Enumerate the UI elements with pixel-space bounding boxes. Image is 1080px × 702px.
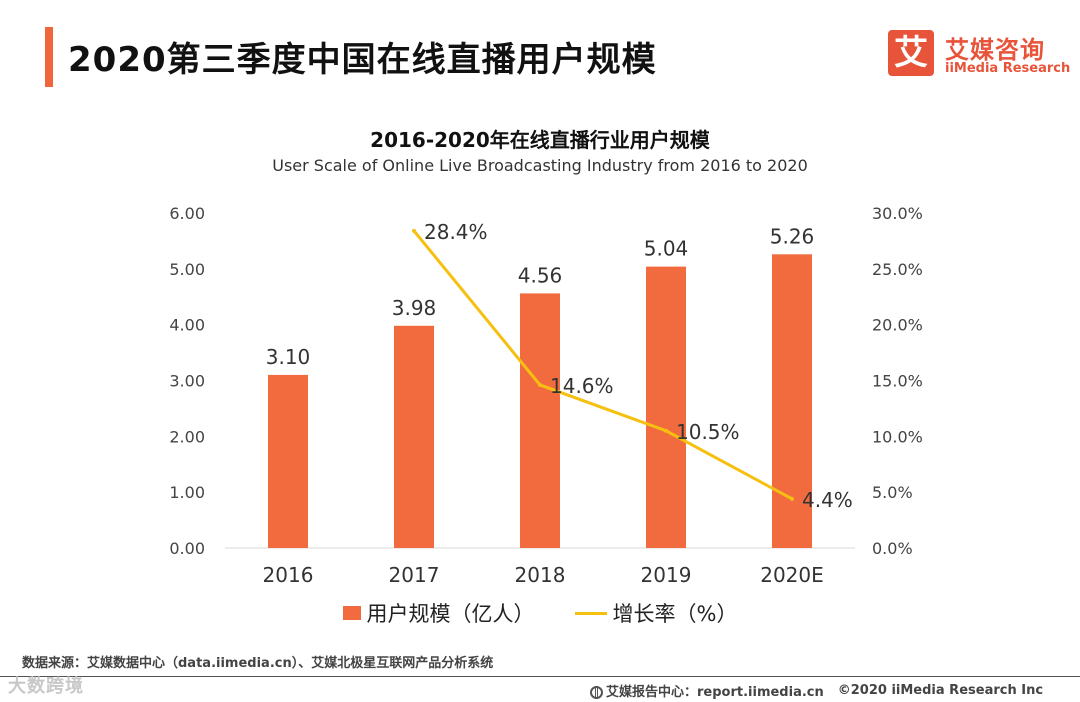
brand-logo-block: 艾 艾媒咨询 iiMedia Research — [888, 30, 1071, 80]
chart-title: 2016-2020年在线直播行业用户规模 — [370, 128, 710, 152]
report-center-text: 艾媒报告中心：report.iimedia.cn — [606, 685, 824, 700]
watermark: 大数跨境 — [8, 676, 84, 697]
y-right-tick-label: 15.0% — [872, 372, 923, 391]
bar-value-label: 5.26 — [770, 224, 815, 248]
y-left-tick-label: 2.00 — [169, 427, 205, 446]
legend-swatch-line — [574, 611, 607, 615]
legend-item-bar: 用户规模（亿人） — [342, 598, 535, 628]
legend-swatch-bar — [342, 606, 361, 620]
y-left-tick-label: 4.00 — [169, 316, 205, 335]
bar — [268, 374, 308, 548]
y-left-tick-label: 0.00 — [169, 539, 205, 558]
bar — [520, 293, 560, 548]
bar-value-label: 3.98 — [392, 296, 437, 320]
line-value-label: 4.4% — [802, 488, 853, 512]
y-right-tick-label: 10.0% — [872, 427, 923, 446]
legend-label-bar: 用户规模（亿人） — [366, 602, 535, 626]
x-tick-label: 2016 — [263, 563, 314, 587]
brand-name-cn: 艾媒咨询 — [945, 36, 1045, 64]
y-left-tick-label: 3.00 — [169, 372, 205, 391]
footer-divider — [0, 676, 1080, 677]
chart-subtitle: User Scale of Online Live Broadcasting I… — [272, 156, 808, 175]
y-left-tick-label: 1.00 — [169, 483, 205, 502]
y-right-tick-label: 5.0% — [872, 483, 913, 502]
brand-logo-icon: 艾 — [888, 30, 934, 76]
y-left-tick-label: 6.00 — [169, 204, 205, 223]
report-center: 艾媒报告中心：report.iimedia.cn — [590, 681, 824, 700]
bar-value-label: 3.10 — [266, 345, 311, 369]
line-point — [664, 428, 668, 433]
page-title: 2020第三季度中国在线直播用户规模 — [68, 40, 657, 80]
bar-value-label: 5.04 — [644, 237, 689, 261]
y-right-tick-label: 25.0% — [872, 260, 923, 279]
bar-value-label: 4.56 — [518, 263, 563, 287]
legend-label-line: 增长率（%） — [612, 602, 738, 626]
line-point — [790, 496, 794, 501]
line-value-label: 14.6% — [550, 374, 614, 398]
bar — [394, 325, 434, 548]
chart-legend: 用户规模（亿人） 增长率（%） — [0, 598, 1080, 628]
y-right-tick-label: 30.0% — [872, 204, 923, 223]
y-right-tick-label: 20.0% — [872, 316, 923, 335]
line-value-label: 10.5% — [676, 420, 740, 444]
growth-rate-line — [412, 229, 793, 501]
footer: 艾媒报告中心：report.iimedia.cn ©2020 iiMedia R… — [590, 681, 1043, 700]
brand-name-en: iiMedia Research — [945, 61, 1071, 76]
x-tick-label: 2018 — [515, 563, 566, 587]
line-point — [412, 228, 416, 233]
x-tick-label: 2020E — [760, 563, 824, 587]
y-right-tick-label: 0.0% — [872, 539, 913, 558]
legend-item-line: 增长率（%） — [574, 598, 738, 628]
x-tick-label: 2017 — [389, 563, 440, 587]
y-left-tick-label: 5.00 — [169, 260, 205, 279]
line-value-label: 28.4% — [424, 220, 488, 244]
data-source: 数据来源：艾媒数据中心（data.iimedia.cn）、艾媒北极星互联网产品分… — [22, 656, 494, 671]
bar — [646, 266, 686, 548]
title-accent-bar — [45, 27, 53, 87]
globe-icon — [590, 686, 603, 699]
copyright: ©2020 iiMedia Research Inc — [837, 683, 1044, 698]
line-point — [538, 382, 542, 387]
x-tick-label: 2019 — [641, 563, 692, 587]
